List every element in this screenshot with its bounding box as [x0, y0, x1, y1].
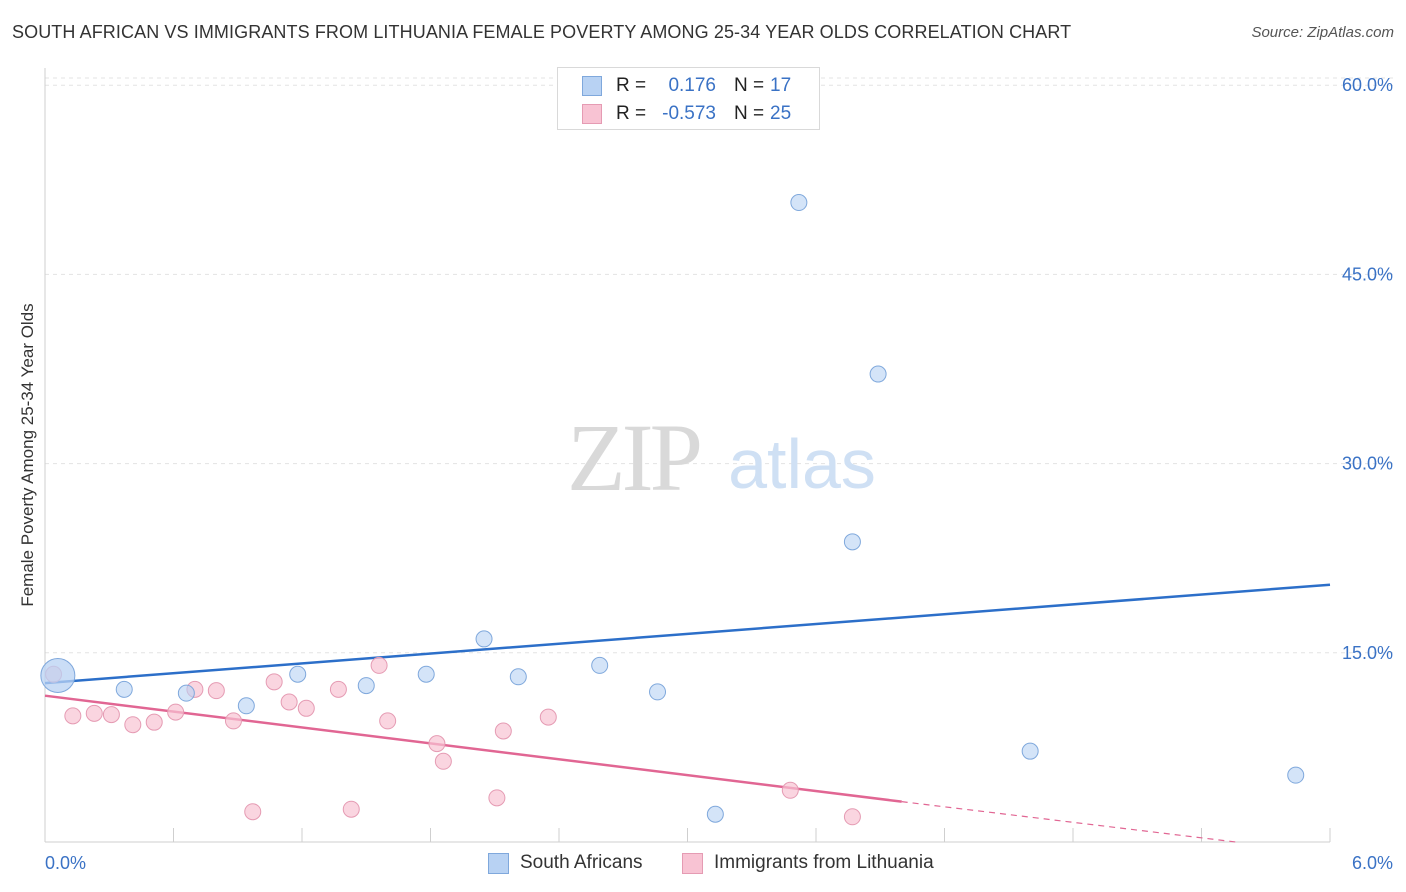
x-tick-label: 6.0% [1352, 853, 1393, 873]
watermark-atlas: atlas [728, 425, 876, 503]
data-point-lithuania [539, 708, 557, 726]
data-point-lithuania [145, 713, 163, 731]
data-point-lithuania [494, 722, 512, 740]
data-point-south-africans [237, 697, 255, 715]
source-credit: Source: ZipAtlas.com [1251, 24, 1394, 41]
tick-labels: 15.0% 30.0% 45.0% 60.0% 0.0% 6.0% [45, 75, 1393, 873]
y-axis-label: Female Poverty Among 25-34 Year Olds [18, 303, 37, 607]
data-point-lithuania [207, 682, 225, 700]
legend-swatch-pink [582, 104, 602, 124]
y-tick-label: 30.0% [1342, 454, 1393, 474]
legend-r-label: R = [616, 103, 647, 124]
data-point-lithuania [781, 781, 799, 799]
legend-label: Immigrants from Lithuania [714, 852, 934, 873]
grid-lines [45, 77, 1393, 654]
legend-row-south-africans: R = 0.176 N = 17 [558, 72, 819, 100]
series-legend: South Africans Immigrants from Lithuania [0, 852, 1406, 876]
data-point-south-africans [289, 665, 307, 683]
x-tick-label: 0.0% [45, 853, 86, 873]
data-point-south-africans [417, 665, 435, 683]
data-point-lithuania [843, 808, 861, 826]
data-point-lithuania [297, 699, 315, 717]
y-tick-label: 60.0% [1342, 75, 1393, 95]
trendline-lithuania-extension [901, 801, 1237, 843]
y-tick-label: 15.0% [1342, 643, 1393, 663]
data-point-south-africans [790, 194, 808, 212]
legend-n-value: 25 [770, 103, 792, 124]
data-point-lithuania [434, 752, 452, 770]
data-point-south-africans [843, 533, 861, 551]
legend-n-value: 17 [770, 75, 792, 96]
data-point-south-africans [1021, 742, 1039, 760]
trend-lines [44, 583, 1331, 843]
data-point-lithuania [64, 707, 82, 725]
watermark-zip: ZIP [567, 404, 700, 511]
data-point-lithuania [224, 712, 242, 730]
data-point-lithuania [329, 680, 347, 698]
data-point-south-africans-large [40, 658, 76, 694]
data-point-lithuania [280, 693, 298, 711]
legend-r-value: -0.573 [662, 103, 716, 124]
legend-r-value: 0.176 [668, 75, 716, 96]
legend-swatch-blue [582, 76, 602, 96]
legend-swatch-blue [488, 853, 509, 874]
data-point-lithuania [102, 706, 120, 724]
chart-title: SOUTH AFRICAN VS IMMIGRANTS FROM LITHUAN… [12, 22, 1072, 42]
data-point-lithuania [244, 803, 262, 821]
data-point-south-africans [475, 630, 493, 648]
data-point-lithuania [265, 673, 283, 691]
data-point-south-africans [115, 680, 133, 698]
data-point-south-africans [649, 683, 667, 701]
data-point-lithuania [85, 704, 103, 722]
data-point-lithuania [488, 789, 506, 807]
data-point-south-africans [869, 365, 887, 383]
data-point-south-africans [591, 656, 609, 674]
data-point-south-africans [1287, 766, 1305, 784]
legend-label: South Africans [520, 852, 643, 873]
legend-swatch-pink [682, 853, 703, 874]
data-point-lithuania [342, 800, 360, 818]
correlation-legend: R = 0.176 N = 17 R = -0.573 N = 25 [557, 67, 820, 130]
trendline-south-africans [44, 583, 1331, 685]
trendline-lithuania [44, 694, 902, 803]
watermark: ZIP atlas [567, 404, 876, 511]
data-point-lithuania [167, 703, 185, 721]
data-point-south-africans [706, 805, 724, 823]
data-point-south-africans [509, 668, 527, 686]
data-point-south-africans [177, 684, 195, 702]
y-tick-label: 45.0% [1342, 264, 1393, 284]
data-point-lithuania [428, 735, 446, 753]
data-points [40, 194, 1305, 826]
legend-row-lithuania: R = -0.573 N = 25 [558, 100, 819, 128]
legend-n-label: N = [734, 103, 765, 124]
data-point-lithuania [370, 656, 388, 674]
data-point-lithuania [379, 712, 397, 730]
data-point-south-africans [357, 677, 375, 695]
axes [44, 68, 1331, 843]
data-point-lithuania [124, 716, 142, 734]
legend-n-label: N = [734, 75, 765, 96]
legend-r-label: R = [616, 75, 647, 96]
